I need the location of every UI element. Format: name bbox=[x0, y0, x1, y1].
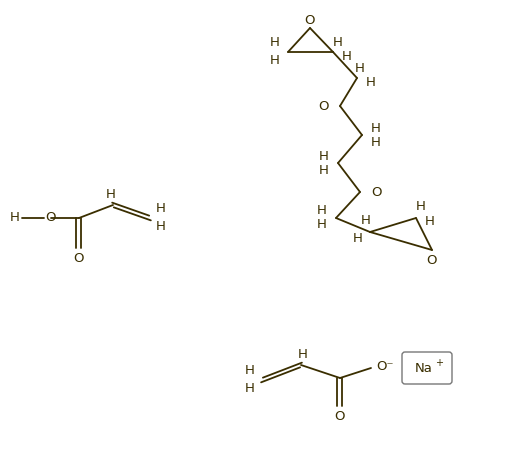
Text: O: O bbox=[426, 253, 436, 267]
Text: O: O bbox=[304, 14, 315, 27]
Text: H: H bbox=[361, 215, 370, 227]
Text: H: H bbox=[10, 212, 20, 225]
Text: H: H bbox=[370, 121, 380, 134]
Text: H: H bbox=[156, 202, 166, 216]
Text: H: H bbox=[355, 61, 364, 74]
Text: H: H bbox=[317, 204, 326, 217]
Text: O: O bbox=[370, 185, 381, 198]
Text: H: H bbox=[317, 218, 326, 231]
Text: H: H bbox=[297, 348, 308, 360]
Text: H: H bbox=[319, 164, 328, 176]
Text: H: H bbox=[319, 149, 328, 162]
Text: H: H bbox=[156, 221, 166, 234]
Text: O: O bbox=[45, 212, 56, 225]
Text: H: H bbox=[352, 233, 362, 245]
Text: Na: Na bbox=[414, 363, 432, 376]
Text: O⁻: O⁻ bbox=[375, 360, 393, 373]
Text: O: O bbox=[334, 410, 344, 423]
Text: H: H bbox=[270, 37, 279, 50]
Text: H: H bbox=[415, 201, 425, 213]
Text: H: H bbox=[332, 36, 342, 49]
Text: H: H bbox=[365, 75, 375, 88]
Text: H: H bbox=[341, 50, 351, 63]
Text: H: H bbox=[424, 216, 434, 229]
Text: H: H bbox=[244, 364, 255, 377]
Text: O: O bbox=[74, 252, 84, 264]
Text: H: H bbox=[106, 189, 116, 202]
Text: H: H bbox=[270, 54, 279, 66]
FancyBboxPatch shape bbox=[401, 352, 451, 384]
Text: H: H bbox=[244, 382, 255, 396]
Text: O: O bbox=[318, 100, 328, 112]
Text: +: + bbox=[434, 358, 442, 368]
Text: H: H bbox=[370, 135, 380, 148]
